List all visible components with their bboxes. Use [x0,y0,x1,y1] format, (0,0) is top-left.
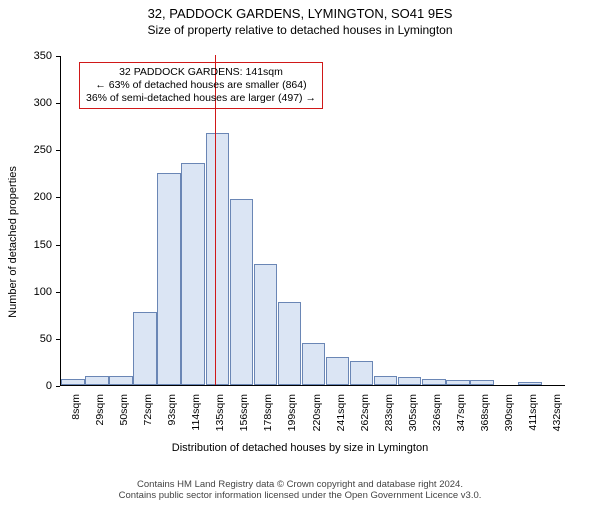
page-address-title: 32, PADDOCK GARDENS, LYMINGTON, SO41 9ES [0,6,600,21]
footer-attribution: Contains HM Land Registry data © Crown c… [0,480,600,502]
y-tick-mark [56,56,60,57]
histogram-bar [326,357,350,385]
reference-annotation-box: 32 PADDOCK GARDENS: 141sqm← 63% of detac… [79,62,323,109]
plot-area: 32 PADDOCK GARDENS: 141sqm← 63% of detac… [60,56,565,386]
y-tick-mark [56,386,60,387]
y-tick-mark [56,103,60,104]
y-tick-label: 300 [34,97,52,109]
histogram-bar [374,376,398,385]
histogram-bar [398,377,422,385]
histogram-bar [181,163,205,385]
histogram-bar [206,133,230,385]
y-tick-label: 250 [34,144,52,156]
histogram-bar [109,376,133,385]
y-tick-mark [56,339,60,340]
histogram-bar [446,380,470,385]
y-tick-label: 350 [34,50,52,62]
footer-line2: Contains public sector information licen… [0,491,600,502]
annotation-line: ← 63% of detached houses are smaller (86… [86,79,316,92]
histogram-bar [85,376,109,385]
histogram-bar [350,361,374,385]
y-tick-label: 0 [46,380,52,392]
y-tick-mark [56,150,60,151]
y-tick-label: 150 [34,239,52,251]
y-tick-label: 100 [34,286,52,298]
annotation-line: 36% of semi-detached houses are larger (… [86,92,316,105]
histogram-bar [133,312,157,385]
annotation-line: 32 PADDOCK GARDENS: 141sqm [86,66,316,79]
histogram-bar [470,380,494,385]
histogram-bar [302,343,326,385]
histogram-bar [254,264,278,385]
page-subtitle: Size of property relative to detached ho… [0,23,600,37]
y-tick-label: 200 [34,191,52,203]
histogram-bar [518,382,542,385]
y-axis-label: Number of detached properties [4,44,22,439]
histogram-bar [230,199,254,385]
histogram-bar [61,379,85,385]
y-tick-mark [56,292,60,293]
histogram-bar [157,173,181,385]
histogram-chart: Number of detached properties 32 PADDOCK… [0,44,600,439]
y-tick-label: 50 [40,333,52,345]
histogram-bar [278,302,302,385]
y-tick-mark [56,245,60,246]
histogram-bar [422,379,446,385]
y-tick-mark [56,197,60,198]
